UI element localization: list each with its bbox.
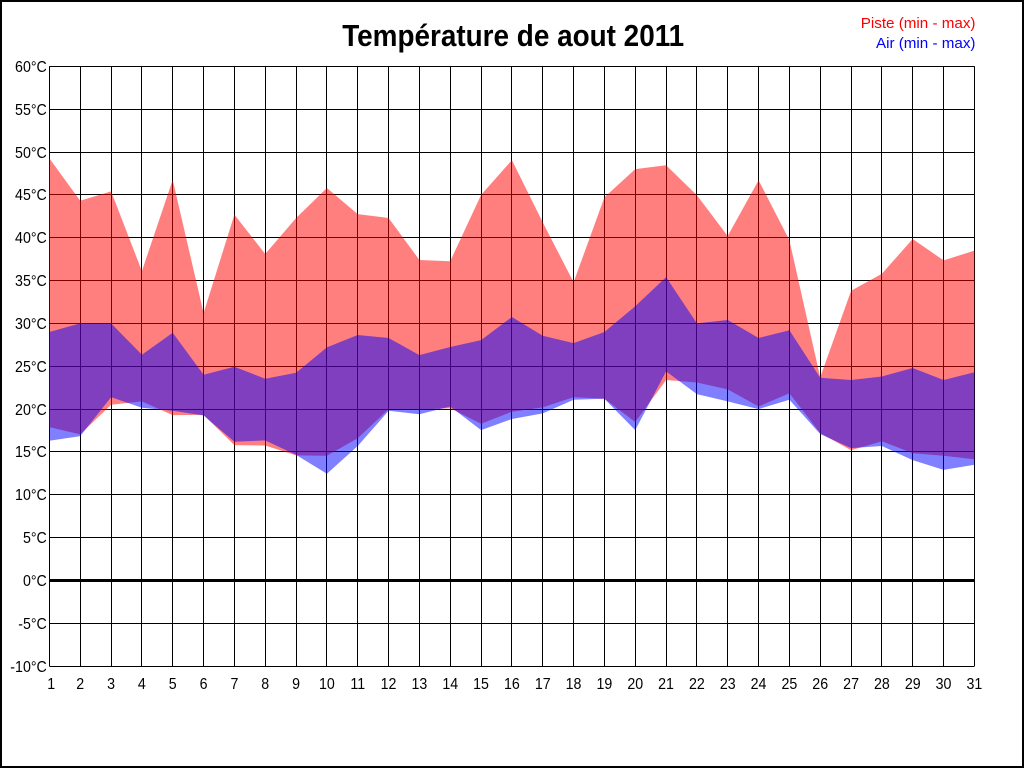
svg-text:60°C: 60°C — [15, 58, 47, 76]
svg-text:0°C: 0°C — [23, 572, 47, 590]
svg-text:21: 21 — [658, 675, 674, 693]
svg-text:23: 23 — [720, 675, 736, 693]
svg-text:6: 6 — [200, 675, 208, 693]
svg-text:1: 1 — [47, 675, 55, 693]
svg-text:40°C: 40°C — [15, 229, 47, 247]
svg-text:10°C: 10°C — [15, 486, 47, 504]
svg-text:50°C: 50°C — [15, 144, 47, 162]
svg-text:3: 3 — [107, 675, 115, 693]
svg-text:31: 31 — [966, 675, 982, 693]
svg-text:25: 25 — [781, 675, 797, 693]
svg-text:15°C: 15°C — [15, 443, 47, 461]
svg-text:55°C: 55°C — [15, 101, 47, 119]
svg-text:19: 19 — [596, 675, 612, 693]
svg-text:25°C: 25°C — [15, 358, 47, 376]
svg-text:17: 17 — [535, 675, 551, 693]
svg-text:5°C: 5°C — [23, 529, 47, 547]
svg-text:29: 29 — [905, 675, 921, 693]
svg-text:Température de aout 2011: Température de aout 2011 — [342, 19, 684, 54]
svg-text:-5°C: -5°C — [18, 615, 47, 633]
svg-text:8: 8 — [261, 675, 269, 693]
svg-text:14: 14 — [442, 675, 458, 693]
svg-text:28: 28 — [874, 675, 890, 693]
svg-text:35°C: 35°C — [15, 272, 47, 290]
svg-text:20°C: 20°C — [15, 401, 47, 419]
svg-text:15: 15 — [473, 675, 489, 693]
svg-text:16: 16 — [504, 675, 520, 693]
svg-text:11: 11 — [350, 675, 365, 693]
svg-text:27: 27 — [843, 675, 859, 693]
svg-text:-10°C: -10°C — [10, 658, 47, 676]
svg-text:18: 18 — [566, 675, 582, 693]
svg-text:26: 26 — [812, 675, 828, 693]
svg-text:9: 9 — [292, 675, 300, 693]
svg-text:20: 20 — [627, 675, 643, 693]
svg-text:30: 30 — [936, 675, 952, 693]
svg-text:10: 10 — [319, 675, 335, 693]
svg-text:Air (min - max): Air (min - max) — [876, 35, 976, 52]
svg-text:4: 4 — [138, 675, 146, 693]
svg-text:30°C: 30°C — [15, 315, 47, 333]
svg-text:7: 7 — [230, 675, 238, 693]
svg-text:45°C: 45°C — [15, 186, 47, 204]
svg-text:22: 22 — [689, 675, 705, 693]
svg-text:12: 12 — [381, 675, 397, 693]
svg-text:24: 24 — [751, 675, 767, 693]
svg-text:13: 13 — [411, 675, 427, 693]
svg-text:2: 2 — [76, 675, 84, 693]
svg-text:Piste (min - max): Piste (min - max) — [861, 15, 976, 32]
svg-text:5: 5 — [169, 675, 177, 693]
